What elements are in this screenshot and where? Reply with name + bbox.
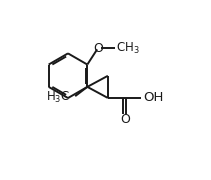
Text: CH$_3$: CH$_3$ bbox=[116, 41, 140, 56]
Text: OH: OH bbox=[143, 91, 164, 104]
Text: O: O bbox=[93, 42, 103, 55]
Text: O: O bbox=[120, 112, 130, 125]
Text: H$_3$C: H$_3$C bbox=[46, 90, 70, 105]
